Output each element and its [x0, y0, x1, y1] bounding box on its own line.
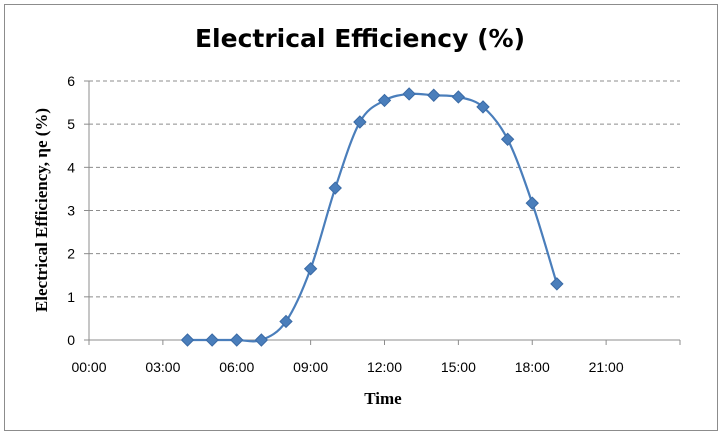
- x-tick-label: 21:00: [589, 359, 624, 375]
- data-point-marker: [353, 115, 367, 129]
- series-group: [180, 87, 564, 347]
- data-point-marker: [254, 333, 269, 347]
- chart-title: Electrical Efficiency (%): [195, 24, 525, 53]
- data-point-marker: [525, 196, 539, 210]
- y-tick-label: 0: [67, 332, 75, 348]
- x-tick-label: 12:00: [367, 359, 402, 375]
- data-point-marker: [550, 277, 564, 291]
- data-point-marker: [180, 333, 195, 347]
- y-tick-label: 6: [67, 73, 75, 89]
- y-axis-label: Electrical Efficiency, ηe (%): [32, 108, 51, 312]
- y-tick-label: 3: [67, 203, 75, 219]
- data-point-marker: [402, 87, 416, 101]
- data-point-marker: [303, 262, 318, 276]
- data-point-marker: [451, 90, 466, 104]
- data-point-marker: [205, 333, 219, 347]
- x-tick-label: 09:00: [293, 359, 328, 375]
- x-tick-label: 18:00: [515, 359, 550, 375]
- data-point-marker: [377, 93, 392, 108]
- x-tick-label: 06:00: [219, 359, 254, 375]
- chart-frame: [4, 4, 718, 431]
- series-line: [187, 92, 558, 343]
- gridlines: [84, 80, 680, 341]
- y-tick-labels: 0 1 2 3 4 5 6: [67, 73, 75, 348]
- data-point-marker: [476, 100, 490, 114]
- data-point-marker: [500, 132, 515, 146]
- x-tick-label: 15:00: [441, 359, 476, 375]
- axes: [88, 81, 681, 345]
- x-tick-label: 00:00: [71, 359, 106, 375]
- y-tick-label: 1: [67, 289, 75, 305]
- data-point-marker: [328, 181, 342, 195]
- data-point-marker: [427, 88, 441, 102]
- x-tick-label: 03:00: [145, 359, 180, 375]
- y-tick-label: 2: [67, 246, 75, 262]
- data-point-marker: [230, 333, 244, 347]
- x-axis-label: Time: [364, 389, 402, 408]
- x-tick-labels: 00:00 03:00 06:00 09:00 12:00 15:00 18:00 21:00: [71, 359, 623, 375]
- y-tick-label: 4: [67, 159, 75, 175]
- data-point-marker: [279, 314, 293, 329]
- y-tick-label: 5: [67, 116, 75, 132]
